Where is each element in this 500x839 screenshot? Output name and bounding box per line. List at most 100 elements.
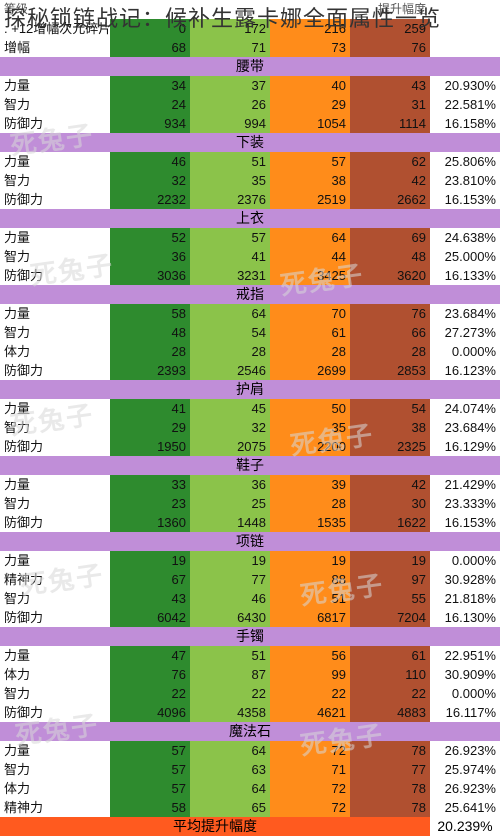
percent-cell: 16.158% (430, 114, 500, 133)
value-cell: 52 (110, 228, 190, 247)
section-title: 戒指 (0, 285, 500, 304)
value-cell: 66 (350, 323, 430, 342)
percent-cell: 21.818% (430, 589, 500, 608)
percent-cell: 24.638% (430, 228, 500, 247)
percent-cell: 23.333% (430, 494, 500, 513)
percent-cell: 24.074% (430, 399, 500, 418)
value-cell: 3620 (350, 266, 430, 285)
value-cell: 88 (270, 570, 350, 589)
value-cell: 68 (110, 38, 190, 57)
value-cell: 24 (110, 95, 190, 114)
value-cell: 57 (270, 152, 350, 171)
value-cell: 54 (350, 399, 430, 418)
data-row: 智力2325283023.333% (0, 494, 500, 513)
value-cell: 72 (270, 779, 350, 798)
value-cell: 76 (350, 304, 430, 323)
data-row: 智力5763717725.974% (0, 760, 500, 779)
value-cell: 57 (110, 779, 190, 798)
percent-cell: 23.684% (430, 418, 500, 437)
data-row: 防御力9349941054111416.158% (0, 114, 500, 133)
data-row: 精神力5865727825.641% (0, 798, 500, 817)
percent-cell: 0.000% (430, 342, 500, 361)
row-label: 体力 (0, 342, 110, 361)
value-cell: 57 (110, 760, 190, 779)
data-row: 防御力136014481535162216.153% (0, 513, 500, 532)
value-cell: 4883 (350, 703, 430, 722)
value-cell: 42 (350, 171, 430, 190)
percent-cell: 23.810% (430, 171, 500, 190)
row-label: 智力 (0, 95, 110, 114)
value-cell: 46 (110, 152, 190, 171)
value-cell: 6817 (270, 608, 350, 627)
value-cell: 71 (270, 760, 350, 779)
value-cell: 29 (110, 418, 190, 437)
value-cell: 26 (190, 95, 270, 114)
value-cell: 43 (350, 76, 430, 95)
value-cell: 47 (110, 646, 190, 665)
data-row: 力量4651576225.806% (0, 152, 500, 171)
value-cell: 40 (270, 76, 350, 95)
data-row: 防御力409643584621488316.117% (0, 703, 500, 722)
value-cell: 51 (190, 152, 270, 171)
value-cell: 41 (110, 399, 190, 418)
data-row: 防御力195020752200232516.129% (0, 437, 500, 456)
value-cell: 2376 (190, 190, 270, 209)
data-row: 防御力223223762519266216.153% (0, 190, 500, 209)
section-title: 上衣 (0, 209, 500, 228)
percent-cell: 25.000% (430, 247, 500, 266)
value-cell: 36 (190, 475, 270, 494)
average-percent: 20.239% (430, 817, 500, 836)
attribute-table: 等级提升幅度. +12增幅次元碎片0172216259增幅68717376腰带力… (0, 0, 500, 836)
row-label: 精神力 (0, 570, 110, 589)
value-cell: 2200 (270, 437, 350, 456)
data-row: 精神力6777889730.928% (0, 570, 500, 589)
section-title: 护肩 (0, 380, 500, 399)
percent-cell: 27.273% (430, 323, 500, 342)
value-cell: 45 (190, 399, 270, 418)
percent-cell: 23.684% (430, 304, 500, 323)
data-row: 力量5257646924.638% (0, 228, 500, 247)
value-cell: 35 (190, 171, 270, 190)
percent-cell: 25.806% (430, 152, 500, 171)
row-label: 智力 (0, 684, 110, 703)
value-cell: 19 (110, 551, 190, 570)
value-cell: 31 (350, 95, 430, 114)
value-cell: 22 (110, 684, 190, 703)
row-label: 力量 (0, 399, 110, 418)
value-cell: 4358 (190, 703, 270, 722)
value-cell: 2519 (270, 190, 350, 209)
section-header: 魔法石 (0, 722, 500, 741)
percent-cell: 21.429% (430, 475, 500, 494)
row-label: 力量 (0, 475, 110, 494)
data-row: 增幅68717376 (0, 38, 500, 57)
value-cell: 28 (270, 494, 350, 513)
data-row: 防御力303632313425362016.133% (0, 266, 500, 285)
data-row: 防御力604264306817720416.130% (0, 608, 500, 627)
value-cell: 77 (190, 570, 270, 589)
section-header: 护肩 (0, 380, 500, 399)
value-cell: 3036 (110, 266, 190, 285)
row-label: 防御力 (0, 513, 110, 532)
section-header: 戒指 (0, 285, 500, 304)
value-cell: 28 (350, 342, 430, 361)
value-cell: 58 (110, 798, 190, 817)
value-cell: 28 (110, 342, 190, 361)
row-label: 力量 (0, 152, 110, 171)
row-label: 力量 (0, 228, 110, 247)
row-label: 智力 (0, 589, 110, 608)
value-cell: 110 (350, 665, 430, 684)
value-cell: 44 (270, 247, 350, 266)
value-cell: 22 (190, 684, 270, 703)
value-cell: 2232 (110, 190, 190, 209)
row-label: 防御力 (0, 608, 110, 627)
value-cell: 54 (190, 323, 270, 342)
percent-cell: 26.923% (430, 741, 500, 760)
value-cell: 4621 (270, 703, 350, 722)
percent-cell: 16.153% (430, 513, 500, 532)
row-label: 智力 (0, 247, 110, 266)
data-row: 智力2426293122.581% (0, 95, 500, 114)
value-cell: 65 (190, 798, 270, 817)
value-cell: 1950 (110, 437, 190, 456)
value-cell: 56 (270, 646, 350, 665)
value-cell: 61 (350, 646, 430, 665)
